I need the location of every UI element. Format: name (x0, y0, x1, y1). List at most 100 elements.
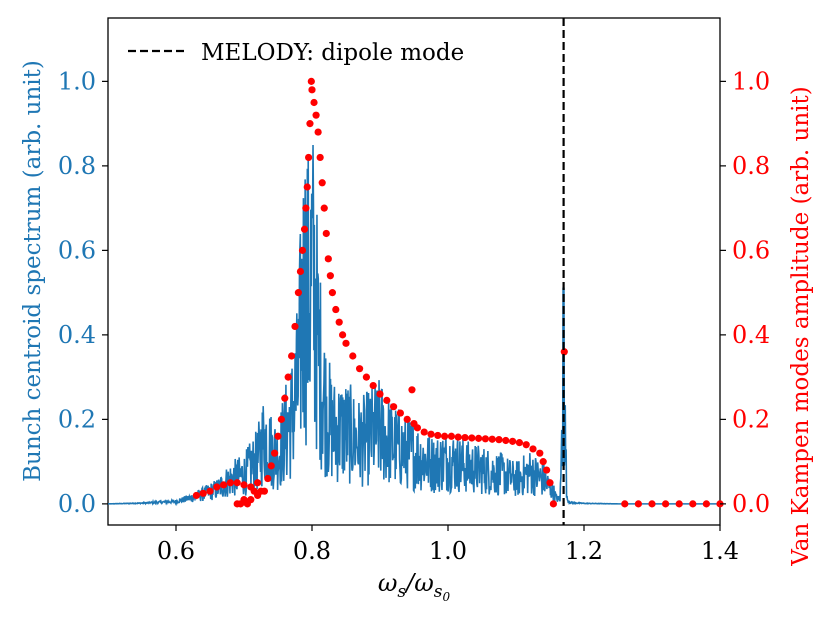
mode-point (326, 272, 334, 280)
mode-point (488, 435, 496, 443)
right-y-tick-label: 0.6 (732, 236, 770, 264)
mode-point (369, 381, 377, 390)
spectrum-line (108, 145, 720, 507)
mode-point (481, 435, 489, 443)
mode-point (339, 331, 347, 339)
left-y-tick-label: 0.6 (58, 236, 96, 264)
spectrum-layer (108, 145, 720, 507)
mode-point (316, 153, 324, 162)
right-y-tick-label: 1.0 (732, 67, 770, 95)
mode-point (468, 434, 476, 442)
mode-point (356, 365, 364, 373)
mode-point (408, 386, 416, 394)
mode-point (314, 128, 322, 136)
mode-point (213, 483, 221, 491)
mode-point (634, 500, 643, 508)
mode-point (332, 305, 340, 314)
mode-point (662, 500, 670, 508)
mode-point (621, 500, 629, 508)
mode-point (308, 86, 316, 94)
right-y-tick-label: 0.2 (732, 405, 770, 433)
mode-point (277, 415, 285, 423)
plot-frame (107, 17, 721, 526)
x-tick-label: 0.8 (293, 537, 331, 565)
mode-point (324, 255, 332, 263)
left-y-tick-label: 0.8 (58, 152, 96, 180)
mode-point (434, 431, 442, 440)
x-tick-label: 1.4 (701, 537, 739, 565)
mode-point (396, 409, 404, 417)
mode-point (322, 229, 330, 238)
mode-point (536, 449, 544, 457)
mode-point (522, 441, 530, 449)
mode-point (390, 403, 398, 411)
x-tick-label: 1.0 (429, 537, 467, 565)
mode-point (281, 394, 289, 402)
right-y-tick-label: 0.8 (732, 152, 770, 180)
right-y-tick-label: 0.0 (732, 490, 770, 518)
mode-point (284, 373, 292, 381)
mode-point (413, 424, 421, 432)
left-y-tick-label: 1.0 (58, 67, 96, 95)
left-y-tick-label: 0.2 (58, 405, 96, 433)
mode-point (441, 432, 449, 440)
mode-point (303, 183, 311, 191)
x-axis-ticks: 0.6 0.8 1.0 1.2 1.4 (157, 525, 739, 565)
mode-point (447, 432, 455, 440)
mode-point (312, 111, 320, 119)
mode-point (648, 500, 656, 508)
mode-point (305, 153, 313, 162)
mode-point (302, 204, 310, 212)
mode-point (267, 462, 275, 470)
mode-point (560, 348, 568, 356)
mode-point (549, 500, 558, 508)
left-y-tick-label: 0.4 (58, 321, 96, 349)
mode-point (291, 322, 299, 331)
left-y-axis-ticks: 0.0 0.2 0.4 0.6 0.8 1.0 (58, 67, 108, 518)
mode-point (420, 428, 428, 436)
mode-point (335, 318, 343, 326)
mode-point (240, 481, 248, 489)
mode-point (349, 352, 357, 360)
left-y-axis-label: Bunch centroid spectrum (arb. unit) (20, 60, 46, 482)
modes-layer (192, 77, 724, 508)
mode-point (226, 479, 234, 487)
mode-point (220, 481, 228, 489)
mode-point (199, 489, 207, 497)
mode-point (264, 474, 272, 483)
right-y-tick-label: 0.4 (732, 321, 770, 349)
mode-point (689, 500, 697, 508)
x-tick-label: 1.2 (565, 537, 603, 565)
right-y-axis-label: Van Kampen modes amplitude (arb. unit) (788, 86, 814, 567)
x-tick-label: 0.6 (157, 537, 195, 565)
mode-point (529, 445, 537, 453)
mode-point (206, 487, 214, 495)
mode-point (192, 491, 200, 500)
mode-point (702, 500, 711, 508)
mode-point (502, 436, 510, 445)
mode-point (260, 487, 268, 495)
mode-point (288, 352, 296, 360)
right-y-axis-ticks: 0.0 0.2 0.4 0.6 0.8 1.0 (720, 67, 770, 518)
mode-point (320, 204, 328, 212)
mode-point (306, 120, 314, 128)
mode-point (296, 267, 305, 276)
mode-point (247, 496, 255, 504)
mode-point (383, 396, 391, 404)
mode-point (475, 434, 483, 442)
mode-point (318, 179, 326, 187)
mode-point (342, 339, 350, 347)
mode-point (294, 289, 302, 297)
left-y-tick-label: 0.0 (58, 490, 96, 518)
mode-point (328, 289, 336, 297)
mode-point (495, 436, 503, 444)
mode-point (254, 479, 262, 487)
mode-point (454, 433, 462, 441)
mode-point (300, 225, 309, 233)
mode-point (515, 439, 524, 447)
mode-point (298, 246, 307, 254)
mode-point (508, 437, 517, 445)
mode-point (233, 479, 241, 487)
mode-point (427, 430, 435, 438)
